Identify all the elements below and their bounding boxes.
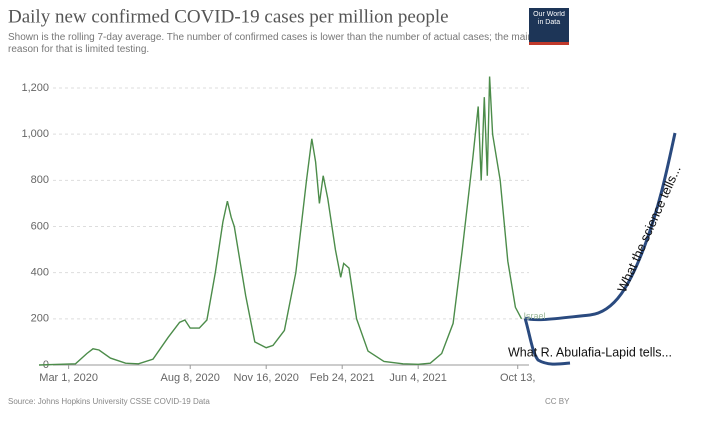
line xyxy=(38,76,523,366)
y-tick-label: 600 xyxy=(31,220,49,232)
source: Source: Johns Hopkins University CSSE CO… xyxy=(8,397,210,406)
x-tick-label: Jun 4, 2021 xyxy=(389,372,447,384)
x-tick-label: Mar 1, 2020 xyxy=(39,372,98,384)
optimistic-curve xyxy=(524,132,677,322)
pessimistic-curve xyxy=(523,317,571,366)
y-tick-label: 200 xyxy=(31,313,49,325)
annotation: What the science tells... xyxy=(614,163,684,295)
x-tick-label: Aug 8, 2020 xyxy=(161,372,220,384)
subtitle-box: Shown is the rolling 7-day average. The … xyxy=(8,32,534,55)
y-tick-label: 400 xyxy=(31,267,49,279)
license: CC BY xyxy=(545,397,570,406)
logo-box xyxy=(529,8,569,44)
series-label: Israel xyxy=(524,311,546,321)
y-tick-label: 1,000 xyxy=(21,128,49,140)
logo: Our World in Data xyxy=(533,11,565,26)
x-tick-label: Nov 16, 2020 xyxy=(233,372,298,384)
chart-title: Daily new confirmed COVID-19 cases per m… xyxy=(8,6,449,27)
chart-subtitle: Shown is the rolling 7-day average. The … xyxy=(8,32,534,55)
logo-holder: Our World in Data xyxy=(533,11,565,26)
y-tick-label: 1,200 xyxy=(21,82,49,94)
y-tick-label: 800 xyxy=(31,174,49,186)
logo-stripe xyxy=(529,42,569,45)
annotation: What R. Abulafia-Lapid tells... xyxy=(508,345,672,359)
x-tick-label: Oct 13, xyxy=(500,372,535,384)
x-tick-label: Feb 24, 2021 xyxy=(310,372,375,384)
